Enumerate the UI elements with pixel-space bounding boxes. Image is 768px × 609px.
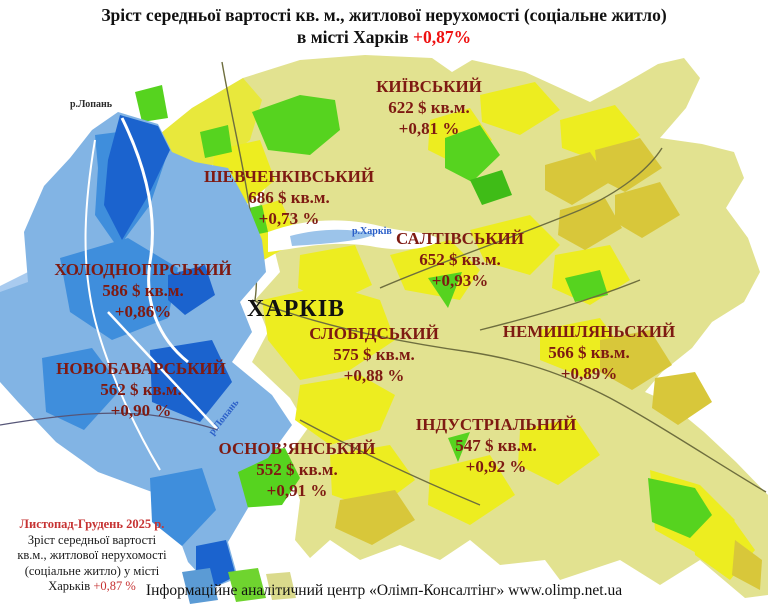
district-price: 562 $ кв.м. <box>100 380 182 399</box>
district-price: 575 $ кв.м. <box>333 345 415 364</box>
district-name: НОВОБАВАРСЬКИЙ <box>56 359 226 378</box>
footer-fringe-shapes <box>182 568 296 604</box>
district-price: 566 $ кв.м. <box>548 343 630 362</box>
river-label-lopan-north: р.Лопань <box>70 99 113 110</box>
district-price: 552 $ кв.м. <box>256 460 338 479</box>
district-change: +0,90 % <box>110 401 172 420</box>
district-name: НЕМИШЛЯНЬСКИЙ <box>502 322 676 341</box>
city-label: ХАРКІВ <box>246 296 346 322</box>
district-label-shevchenkivskyi: ШЕВЧЕНКІВСЬКИЙ 686 $ кв.м. +0,73 % <box>204 166 374 229</box>
note-line2: кв.м., житлової нерухомості <box>17 548 167 562</box>
district-label-osnovianskyi: ОСНОВ’ЯНСЬКИЙ 552 $ кв.м. +0,91 % <box>219 438 376 501</box>
district-change: +0,81 % <box>398 119 460 138</box>
district-change: +0,91 % <box>266 481 328 500</box>
district-name: ШЕВЧЕНКІВСЬКИЙ <box>203 167 375 186</box>
district-price: 622 $ кв.м. <box>388 98 470 117</box>
note-line4: Харьків +0,87 % <box>48 579 136 593</box>
district-change: +0,88 % <box>343 366 405 385</box>
district-label-novobavarskyi: НОВОБАВАРСЬКИЙ 562 $ кв.м. +0,90 % <box>56 358 226 421</box>
district-price: 652 $ кв.м. <box>419 250 501 269</box>
district-label-kyivskyi: КИЇВСЬКИЙ 622 $ кв.м. +0,81 % <box>376 76 482 139</box>
note-line1: Зріст середньої вартості <box>27 532 157 547</box>
footer-credit: Інформаційне аналітичний центр «Олімп-Ко… <box>145 582 623 599</box>
district-change: +0,86% <box>114 302 172 321</box>
note-line3: (соціальне житло) у місті <box>24 563 160 578</box>
yellow-landmass <box>135 55 768 598</box>
title-line1: Зріст середньої вартості кв. м., житлово… <box>101 5 667 25</box>
page-title: Зріст середньої вартості кв. м., житлово… <box>0 4 768 48</box>
district-name: ОСНОВ’ЯНСЬКИЙ <box>218 439 376 458</box>
district-price: 586 $ кв.м. <box>102 281 184 300</box>
district-change: +0,73 % <box>258 209 320 228</box>
district-label-slobidskyi: СЛОБІДСЬКИЙ 575 $ кв.м. +0,88 % <box>309 323 439 386</box>
district-name: САЛТІВСЬКИЙ <box>396 229 524 248</box>
district-label-nemyshlianskyi: НЕМИШЛЯНЬСКИЙ 566 $ кв.м. +0,89% <box>503 321 676 384</box>
blue-landmass <box>0 112 292 588</box>
district-price: 547 $ кв.м. <box>455 436 537 455</box>
district-name: СЛОБІДСЬКИЙ <box>309 324 439 343</box>
title-growth-value: +0,87% <box>413 27 472 47</box>
district-name: ХОЛОДНОГІРСЬКИЙ <box>54 260 232 279</box>
district-change: +0,93% <box>431 271 489 290</box>
note-growth-value: +0,87 % <box>93 579 136 593</box>
district-name: КИЇВСЬКИЙ <box>376 77 482 96</box>
district-label-industrialnyi: ІНДУСТРІАЛЬНИЙ 547 $ кв.м. +0,92 % <box>416 414 577 477</box>
district-change: +0,92 % <box>465 457 527 476</box>
district-label-kholodnohirskyi: ХОЛОДНОГІРСЬКИЙ 586 $ кв.м. +0,86% <box>54 259 231 322</box>
note-period: Листопад-Грудень 2025 р. <box>19 517 165 531</box>
summary-note: Листопад-Грудень 2025 р. Зріст середньої… <box>6 517 178 595</box>
district-label-saltivskyi: САЛТІВСЬКИЙ 652 $ кв.м. +0,93% <box>396 228 524 291</box>
district-name: ІНДУСТРІАЛЬНИЙ <box>415 415 577 434</box>
title-line2: в місті Харків +0,87% <box>296 27 472 47</box>
district-change: +0,89% <box>560 364 618 383</box>
river-label-kharkiv: р.Харків <box>352 226 392 237</box>
district-price: 686 $ кв.м. <box>248 188 330 207</box>
